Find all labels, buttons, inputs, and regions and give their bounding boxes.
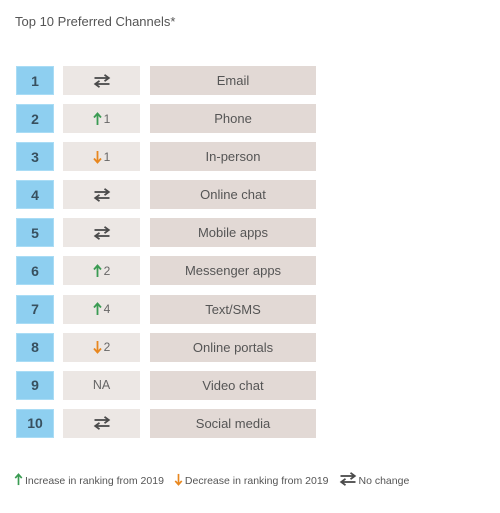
- change-cell: 1: [63, 104, 140, 134]
- change-amount: 1: [103, 149, 111, 164]
- change-cell: 1: [63, 142, 140, 172]
- table-row: 1 Email: [16, 66, 316, 95]
- legend-nochange-label: No change: [358, 474, 410, 487]
- channel-cell: Phone: [150, 104, 316, 134]
- channel-cell: Online portals: [150, 332, 316, 362]
- swap-arrows-icon: [93, 225, 111, 240]
- rank-cell: 1: [16, 66, 54, 95]
- rank-cell: 9: [16, 370, 54, 400]
- ranking-table: 1 Email 2 1 Phone 3 1 In-person 4 Online chat 5 Mob…: [16, 66, 316, 447]
- rank-cell: 4: [16, 180, 54, 210]
- rank-cell: 5: [16, 218, 54, 248]
- swap-arrows-icon: [339, 472, 359, 489]
- change-na-label: NA: [92, 378, 111, 393]
- channel-cell: Text/SMS: [150, 294, 316, 324]
- arrow-down-icon: [92, 150, 102, 164]
- legend: Increase in ranking from 2019 Decrease i…: [14, 472, 409, 489]
- table-row: 3 1 In-person: [16, 142, 316, 172]
- change-cell: 2: [63, 256, 140, 286]
- arrow-up-icon: [92, 264, 102, 278]
- channel-cell: Social media: [150, 408, 316, 438]
- legend-decrease-label: Decrease in ranking from 2019: [184, 474, 329, 487]
- arrow-up-icon: [14, 472, 25, 489]
- change-amount: 1: [103, 111, 111, 126]
- channel-cell: Video chat: [150, 370, 316, 400]
- table-row: 5 Mobile apps: [16, 218, 316, 248]
- channel-cell: In-person: [150, 142, 316, 172]
- rank-cell: 8: [16, 332, 54, 362]
- table-row: 10 Social media: [16, 408, 316, 438]
- change-amount: 4: [103, 302, 111, 317]
- table-row: 4 Online chat: [16, 180, 316, 210]
- channel-cell: Messenger apps: [150, 256, 316, 286]
- change-cell: [63, 218, 140, 248]
- rank-cell: 6: [16, 256, 54, 286]
- channel-cell: Online chat: [150, 180, 316, 210]
- swap-arrows-icon: [93, 416, 111, 431]
- change-cell: 4: [63, 294, 140, 324]
- rank-cell: 3: [16, 142, 54, 172]
- change-cell: [63, 408, 140, 438]
- channel-cell: Mobile apps: [150, 218, 316, 248]
- arrow-up-icon: [92, 111, 102, 126]
- table-row: 8 2 Online portals: [16, 332, 316, 362]
- table-row: 7 4 Text/SMS: [16, 294, 316, 324]
- table-row: 6 2 Messenger apps: [16, 256, 316, 286]
- swap-arrows-icon: [93, 187, 111, 202]
- table-row: 2 1 Phone: [16, 104, 316, 134]
- arrow-up-icon: [92, 302, 102, 316]
- legend-increase-label: Increase in ranking from 2019: [25, 474, 164, 487]
- change-cell: 2: [63, 332, 140, 362]
- table-row: 9 NA Video chat: [16, 370, 316, 400]
- rank-cell: 2: [16, 104, 54, 134]
- arrow-down-icon: [174, 473, 185, 489]
- rank-cell: 10: [16, 408, 54, 438]
- swap-arrows-icon: [93, 73, 111, 88]
- change-amount: 2: [103, 340, 111, 355]
- legend-nochange: No change: [339, 472, 410, 489]
- change-cell: NA: [63, 370, 140, 400]
- legend-increase: Increase in ranking from 2019: [14, 472, 164, 489]
- change-cell: [63, 66, 140, 95]
- change-cell: [63, 180, 140, 210]
- change-amount: 2: [103, 263, 111, 278]
- legend-decrease: Decrease in ranking from 2019: [174, 473, 329, 489]
- channel-cell: Email: [150, 66, 316, 95]
- chart-title: Top 10 Preferred Channels*: [15, 14, 176, 29]
- rank-cell: 7: [16, 294, 54, 324]
- arrow-down-icon: [92, 340, 102, 355]
